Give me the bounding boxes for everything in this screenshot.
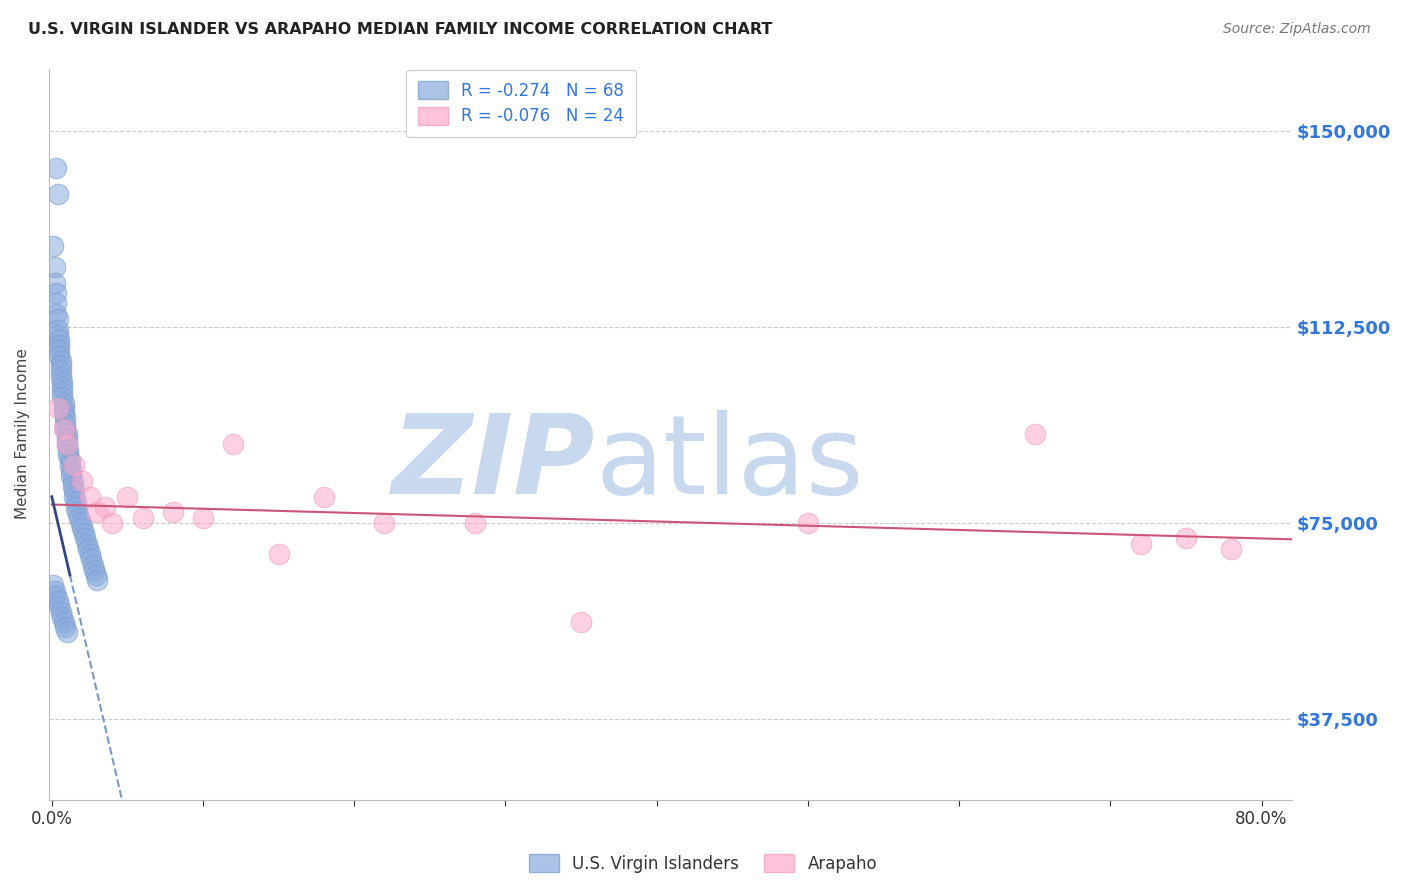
Point <box>72 526 94 541</box>
Point <box>55 422 77 436</box>
Point <box>45 286 67 301</box>
Point <box>1024 427 1046 442</box>
Point <box>49 359 72 373</box>
Point <box>52 401 75 415</box>
Point <box>52 395 75 409</box>
Point <box>82 558 104 572</box>
Point <box>93 500 115 515</box>
Point <box>84 568 107 582</box>
Legend: R = -0.274   N = 68, R = -0.076   N = 24: R = -0.274 N = 68, R = -0.076 N = 24 <box>406 70 636 136</box>
Text: atlas: atlas <box>596 409 865 516</box>
Point <box>46 401 69 415</box>
Point <box>56 437 79 451</box>
Point <box>63 458 86 473</box>
Point <box>46 186 69 201</box>
Text: ZIP: ZIP <box>392 409 596 516</box>
Point <box>76 536 98 550</box>
Point <box>44 583 66 598</box>
Text: Source: ZipAtlas.com: Source: ZipAtlas.com <box>1223 22 1371 37</box>
Point <box>46 312 69 326</box>
Point <box>55 417 77 431</box>
Point <box>49 605 72 619</box>
Text: U.S. VIRGIN ISLANDER VS ARAPAHO MEDIAN FAMILY INCOME CORRELATION CHART: U.S. VIRGIN ISLANDER VS ARAPAHO MEDIAN F… <box>28 22 772 37</box>
Point <box>45 161 67 175</box>
Y-axis label: Median Family Income: Median Family Income <box>15 349 30 519</box>
Point <box>67 510 90 524</box>
Point <box>65 500 87 515</box>
Point <box>46 594 69 608</box>
Point <box>70 474 93 488</box>
Point <box>312 490 335 504</box>
Point <box>117 490 139 504</box>
Point <box>51 375 73 389</box>
Point <box>51 385 73 400</box>
Point <box>86 573 108 587</box>
Point <box>63 490 86 504</box>
Point <box>60 464 83 478</box>
Point <box>48 343 70 358</box>
Point <box>56 437 79 451</box>
Point <box>46 327 69 342</box>
Point <box>73 532 96 546</box>
Point <box>83 563 105 577</box>
Point <box>59 458 82 473</box>
Point <box>66 505 89 519</box>
Point <box>56 625 79 640</box>
Legend: U.S. Virgin Islanders, Arapaho: U.S. Virgin Islanders, Arapaho <box>522 847 884 880</box>
Point <box>1129 536 1152 550</box>
Point <box>86 505 108 519</box>
Point <box>46 322 69 336</box>
Point <box>62 479 84 493</box>
Point <box>267 547 290 561</box>
Point <box>55 411 77 425</box>
Point <box>464 516 486 530</box>
Point <box>48 333 70 347</box>
Point <box>49 354 72 368</box>
Point <box>222 437 245 451</box>
Point <box>1220 541 1243 556</box>
Point <box>49 369 72 384</box>
Point <box>70 521 93 535</box>
Point <box>51 609 73 624</box>
Point <box>77 541 100 556</box>
Point <box>79 547 101 561</box>
Point <box>42 239 65 253</box>
Point <box>45 589 67 603</box>
Point <box>55 620 77 634</box>
Point <box>63 484 86 499</box>
Point <box>58 448 80 462</box>
Point <box>65 495 87 509</box>
Point <box>79 490 101 504</box>
Point <box>56 427 79 442</box>
Point <box>52 406 75 420</box>
Point <box>44 276 66 290</box>
Point <box>48 338 70 352</box>
Point <box>162 505 184 519</box>
Point <box>42 578 65 592</box>
Point <box>101 516 124 530</box>
Point <box>80 552 103 566</box>
Point <box>45 307 67 321</box>
Point <box>60 468 83 483</box>
Point <box>62 474 84 488</box>
Point <box>52 422 75 436</box>
Point <box>1174 532 1197 546</box>
Point <box>52 615 75 629</box>
Point <box>373 516 395 530</box>
Point <box>51 380 73 394</box>
Point <box>48 349 70 363</box>
Point <box>569 615 592 629</box>
Point <box>56 432 79 446</box>
Point <box>191 510 214 524</box>
Point <box>49 364 72 378</box>
Point <box>797 516 820 530</box>
Point <box>131 510 153 524</box>
Point <box>58 442 80 457</box>
Point <box>48 599 70 614</box>
Point <box>51 391 73 405</box>
Point <box>59 453 82 467</box>
Point <box>44 260 66 274</box>
Point <box>45 296 67 310</box>
Point <box>69 516 91 530</box>
